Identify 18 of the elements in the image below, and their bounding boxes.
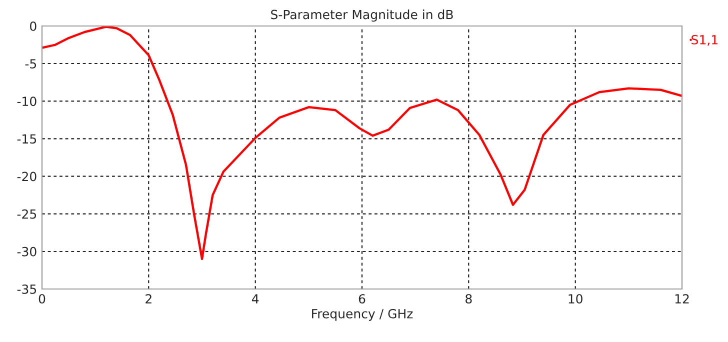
x-tick-label: 4 [252,294,259,304]
x-tick-label: 8 [466,294,472,304]
y-tick-label: -15 [17,134,36,144]
x-tick-label: 12 [675,294,689,304]
y-tick-label: -10 [17,96,36,106]
y-tick-label: -5 [25,59,36,68]
x-axis-title: Frequency / GHz [312,308,413,321]
y-tick-label: -25 [17,209,36,219]
y-tick-label: 0 [30,21,36,31]
x-tick-label: 10 [568,294,582,304]
y-tick-label: -35 [17,284,36,294]
x-tick-label: 2 [146,294,152,304]
chart-title: S-Parameter Magnitude in dB [271,10,453,22]
x-tick-label: 6 [358,294,366,304]
y-tick-label: -20 [17,172,36,182]
y-tick-label: -30 [17,246,36,256]
legend-label: S1,1 [692,34,718,46]
x-tick-label: 0 [38,294,46,304]
